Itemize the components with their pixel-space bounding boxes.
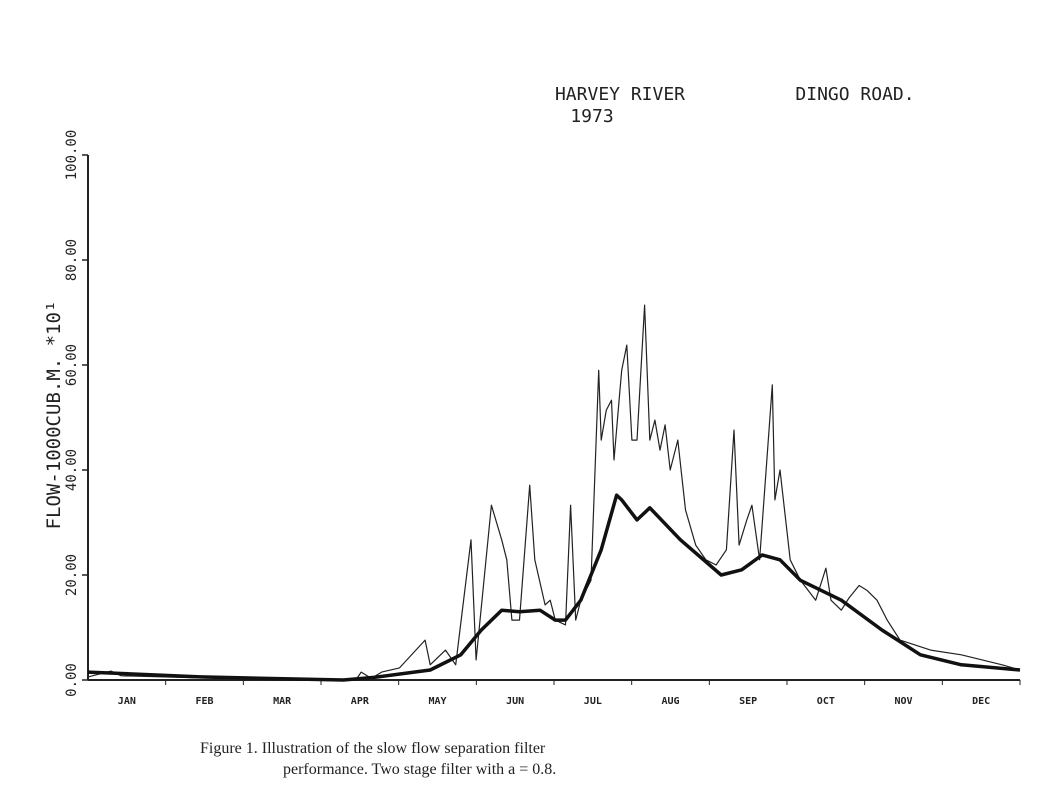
y-tick-label: 60.00 bbox=[64, 344, 80, 386]
x-tick-label: JAN bbox=[118, 696, 136, 707]
y-tick-label: 100.00 bbox=[64, 130, 80, 181]
y-tick-label: 40.00 bbox=[64, 449, 80, 491]
x-tick-label: JUL bbox=[584, 696, 602, 707]
y-tick-label: 0.00 bbox=[64, 663, 80, 697]
x-tick-label: MAY bbox=[428, 696, 446, 707]
x-tick-label: FEB bbox=[195, 696, 213, 707]
x-tick-label: NOV bbox=[894, 696, 912, 707]
chart-subtitle: 1973 bbox=[570, 106, 613, 127]
caption-line: Figure 1. Illustration of the slow flow … bbox=[200, 740, 546, 757]
series-line bbox=[87, 304, 1021, 681]
x-tick-label: OCT bbox=[817, 696, 835, 707]
y-tick-label: 20.00 bbox=[64, 554, 80, 596]
x-tick-label: APR bbox=[351, 696, 370, 707]
x-tick-label: AUG bbox=[661, 696, 679, 707]
chart-title-right: DINGO ROAD. bbox=[795, 84, 914, 105]
series-line bbox=[87, 493, 1021, 682]
x-tick-label: JUN bbox=[506, 696, 524, 707]
caption-line: performance. Two stage filter with a = 0… bbox=[283, 761, 556, 778]
chart-title: HARVEY RIVER bbox=[555, 84, 685, 105]
x-tick-label: SEP bbox=[739, 696, 757, 707]
y-tick-label: 80.00 bbox=[64, 239, 80, 281]
x-tick-label: DEC bbox=[972, 696, 990, 707]
x-tick-label: MAR bbox=[273, 696, 292, 707]
y-axis-label: FLOW-1000CUB.M. *10¹ bbox=[43, 301, 65, 530]
